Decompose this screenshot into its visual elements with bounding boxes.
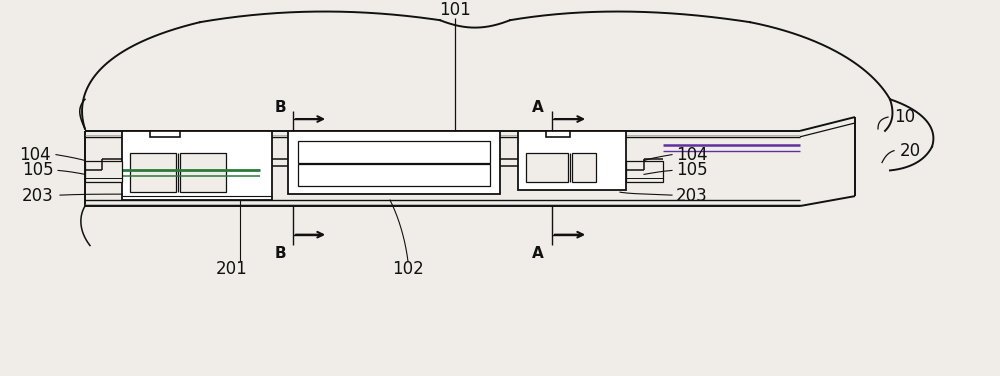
Text: A: A [532, 100, 544, 115]
Bar [85, 161, 122, 182]
Text: 105: 105 [22, 161, 54, 179]
Bar [526, 153, 568, 182]
Bar [298, 164, 490, 186]
Text: 203: 203 [22, 187, 54, 205]
Bar [626, 161, 663, 182]
Text: B: B [274, 246, 286, 261]
Text: 101: 101 [439, 1, 471, 19]
Text: 105: 105 [676, 161, 708, 179]
Bar [180, 153, 226, 192]
Bar [298, 141, 490, 162]
Text: 20: 20 [899, 142, 921, 160]
Bar [288, 131, 500, 194]
Text: 104: 104 [19, 146, 51, 164]
Bar [546, 131, 570, 137]
Bar [572, 153, 596, 182]
Text: 10: 10 [894, 108, 916, 126]
Bar [130, 153, 176, 192]
Bar [122, 131, 272, 200]
Text: 104: 104 [676, 146, 708, 164]
Text: 102: 102 [392, 260, 424, 278]
Text: 201: 201 [216, 260, 248, 278]
Bar [150, 131, 180, 137]
Text: 203: 203 [676, 187, 708, 205]
Text: B: B [274, 100, 286, 115]
Bar [518, 131, 626, 190]
Text: A: A [532, 246, 544, 261]
